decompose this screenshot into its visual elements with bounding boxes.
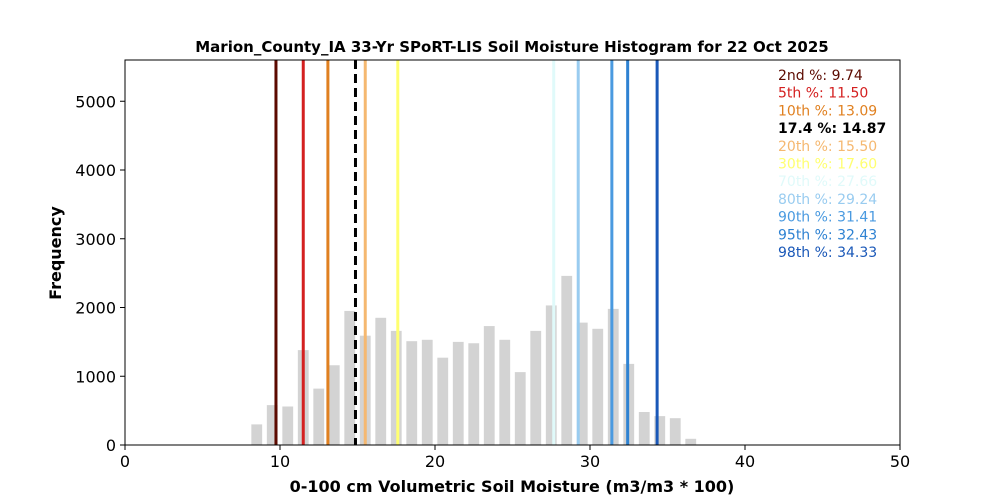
y-axis-label: Frequency [46,206,65,300]
y-tick-label: 1000 [75,367,116,386]
histogram-bar [592,328,604,445]
histogram-bar [328,365,340,445]
histogram-bar [375,317,387,445]
y-axis-ticks: 0 1000 2000 3000 4000 5000 [75,92,125,455]
legend-entry: 10th %: 13.09 [778,103,877,119]
histogram-bar [685,438,697,445]
legend-entry: 90th %: 31.41 [778,210,877,226]
x-tick-label: 20 [425,452,445,471]
x-axis-label: 0-100 cm Volumetric Soil Moisture (m3/m3… [290,477,735,496]
histogram-bar [406,341,418,445]
legend-entry: 2nd %: 9.74 [778,68,863,84]
histogram-bar [266,405,278,445]
y-tick-label: 4000 [75,161,116,180]
histogram-bar [344,310,356,445]
legend-entry: 80th %: 29.24 [778,192,877,208]
y-tick-label: 2000 [75,299,116,318]
y-tick-label: 3000 [75,230,116,249]
histogram-bar [576,322,588,445]
plot-frame [124,59,901,446]
histogram-bar [638,412,650,445]
y-tick-label: 0 [106,436,116,455]
x-tick-label: 10 [270,452,290,471]
legend-entry: 5th %: 11.50 [778,86,868,102]
histogram-bar [669,418,681,445]
histogram-bar [282,406,294,445]
percentile-lines [274,60,659,445]
x-tick-label: 40 [735,452,755,471]
histogram-bar [468,343,480,445]
legend-entry: 98th %: 34.33 [778,245,877,261]
chart-title: Marion_County_IA 33-Yr SPoRT-LIS Soil Mo… [195,38,828,56]
histogram-bar [313,388,325,445]
legend-entry: 30th %: 17.60 [778,157,877,173]
legend-entry: 70th %: 27.66 [778,174,877,190]
legend-entry: 20th %: 15.50 [778,139,877,155]
x-tick-label: 0 [120,452,130,471]
histogram-bar [251,424,263,445]
histogram-bar [390,330,402,445]
histogram-bar [483,326,495,445]
histogram-bar [654,416,666,445]
histogram-bar [514,372,526,445]
histogram-bar [545,305,557,445]
histogram-bar [499,339,511,445]
legend-entry: 17.4 %: 14.87 [778,121,886,137]
x-tick-label: 50 [890,452,910,471]
legend-entry: 95th %: 32.43 [778,227,877,243]
histogram-bar [452,341,464,445]
histogram-bar [421,339,433,445]
y-tick-label: 5000 [75,92,116,111]
histogram-bar [561,275,573,445]
x-tick-label: 30 [580,452,600,471]
histogram-bar [530,330,542,445]
x-axis-ticks: 0 10 20 30 40 50 [120,445,910,471]
histogram-bar [437,357,449,445]
